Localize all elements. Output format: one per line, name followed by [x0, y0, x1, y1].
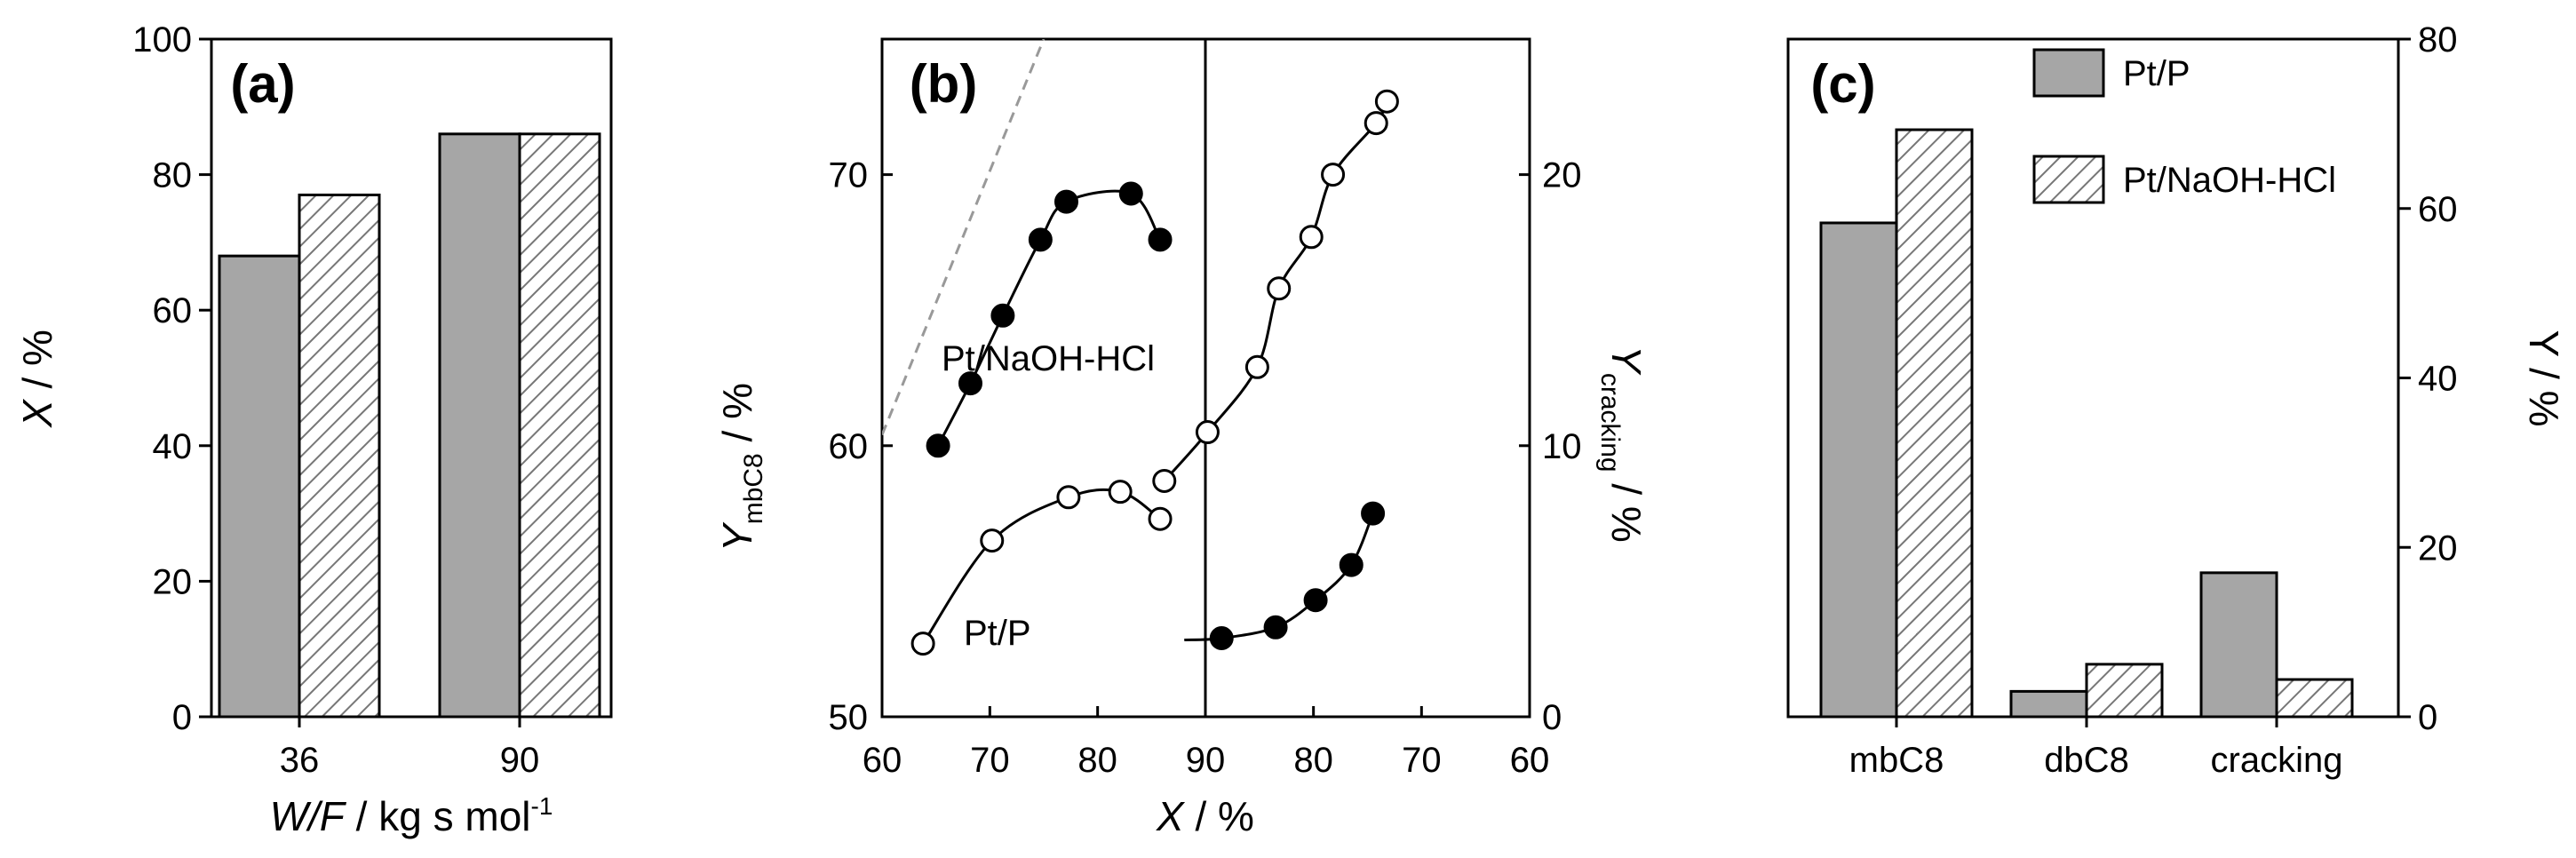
- bar-pt-naoh-hcl-dbC8: [2085, 663, 2164, 719]
- bar-pt-naoh-hcl-36: [298, 193, 381, 719]
- bar-pt-p-cracking: [2199, 571, 2278, 719]
- y-tick-label: 40: [2418, 360, 2458, 399]
- bar-pt-p-90: [438, 132, 521, 719]
- panel-label: (a): [230, 54, 295, 114]
- y-axis-label: X / %: [14, 330, 60, 428]
- data-point-pt-p: [1299, 225, 1324, 250]
- panel-c: 0 20 40 60 80 mbC8 dbC8 cracking Pt/P Pt/NaOH-HCl…: [1786, 20, 2567, 780]
- panel-b: 60 70 80 90 80 70 606050607001020Pt/NaOH-HClPt…: [714, 37, 1650, 839]
- data-point-pt-p: [1244, 354, 1269, 379]
- x-tick-label: 36: [280, 741, 320, 780]
- bar-pt-p-mbC8: [1819, 221, 1898, 719]
- data-point-pt-p: [1267, 276, 1292, 301]
- y-tick-label: 70: [829, 156, 869, 195]
- y-tick-label: 0: [172, 698, 192, 737]
- x-axis-label: W/F / kg s mol-1: [270, 792, 553, 839]
- y-tick-label: 0: [2418, 698, 2437, 737]
- data-point-pt-p: [1195, 420, 1220, 445]
- x-tick-label: cracking: [2211, 741, 2343, 780]
- data-point-pt-naoh-hcl: [1148, 227, 1173, 252]
- y-axis-label: YmbC8 / %: [714, 383, 768, 552]
- x-tick-label: 80: [1293, 741, 1333, 780]
- y-tick-label: 40: [153, 427, 193, 466]
- series-label-pt-p: Pt/P: [964, 614, 1031, 653]
- panel-label: (c): [1810, 54, 1875, 114]
- data-point-pt-naoh-hcl: [926, 433, 950, 458]
- y-tick-label: 60: [153, 291, 193, 330]
- y-tick-label: 60: [2418, 190, 2458, 229]
- data-point-pt-p: [1108, 480, 1133, 504]
- x-tick-label: 90: [500, 741, 540, 780]
- panel-a: 0 20 40 60 80 100 36 90 (a) W/F / kg s mol-1 X / %: [14, 20, 613, 839]
- legend-label-pt-p: Pt/P: [2123, 54, 2190, 93]
- y-axis-label-right: Ycracking / %: [1595, 346, 1650, 543]
- y-tick-label-right: 20: [1542, 156, 1582, 195]
- data-point-pt-p: [1152, 468, 1177, 493]
- y-axis-label: Y / %: [2521, 330, 2567, 426]
- fit-curve-pt-naoh-hcl: [936, 189, 1162, 447]
- data-point-pt-naoh-hcl: [958, 371, 982, 396]
- y-tick-label-right: 0: [1542, 698, 1562, 737]
- data-point-pt-naoh-hcl: [1361, 501, 1386, 526]
- data-point-pt-naoh-hcl: [1339, 552, 1364, 577]
- reference-line: [882, 39, 1046, 436]
- series-label-pt-naoh-hcl: Pt/NaOH-HCl: [942, 339, 1155, 378]
- x-tick-label: 70: [970, 741, 1010, 780]
- data-point-pt-p: [1148, 506, 1173, 531]
- y-tick-label: 80: [2418, 20, 2458, 60]
- data-point-pt-p: [1374, 89, 1399, 114]
- x-tick-label: 90: [1186, 741, 1226, 780]
- x-tick-label: 70: [1402, 741, 1442, 780]
- data-point-pt-p: [1321, 163, 1346, 187]
- data-point-pt-naoh-hcl: [1263, 615, 1288, 640]
- data-point-pt-naoh-hcl: [1303, 588, 1328, 613]
- bar-pt-naoh-hcl-mbC8: [1895, 128, 1974, 719]
- x-tick-label: 60: [1510, 741, 1550, 780]
- bar-pt-p-36: [218, 254, 301, 719]
- data-point-pt-naoh-hcl: [1209, 625, 1234, 650]
- y-tick-label: 20: [153, 562, 193, 601]
- x-tick-label: dbC8: [2044, 741, 2129, 780]
- data-point-pt-naoh-hcl: [1118, 181, 1143, 206]
- bar-pt-naoh-hcl-cracking: [2275, 678, 2354, 719]
- y-tick-label: 50: [829, 698, 869, 737]
- panel-label: (b): [910, 54, 978, 114]
- bar-pt-naoh-hcl-90: [518, 132, 601, 719]
- fit-curve-pt-p: [921, 488, 1161, 645]
- x-tick-label: 80: [1077, 741, 1117, 780]
- bar-pt-p-dbC8: [2009, 689, 2088, 719]
- data-point-pt-naoh-hcl: [1053, 189, 1078, 214]
- y-tick-label-right: 10: [1542, 427, 1582, 466]
- x-tick-label: 60: [863, 741, 902, 780]
- x-tick-label: 60: [1510, 741, 1550, 780]
- legend-label-pt-naoh-hcl: Pt/NaOH-HCl: [2123, 161, 2336, 200]
- plot-frame: [210, 37, 613, 719]
- legend-swatch-pt-naoh-hcl: [2032, 155, 2105, 204]
- y-tick-label: 80: [153, 156, 193, 195]
- data-point-pt-p: [910, 632, 935, 656]
- x-axis-label: X / %: [1156, 793, 1254, 839]
- data-point-pt-p: [1056, 485, 1081, 510]
- y-tick-label: 100: [132, 20, 192, 60]
- data-point-pt-p: [980, 528, 1005, 553]
- y-tick-label: 20: [2418, 528, 2458, 568]
- legend-swatch-pt-p: [2032, 48, 2105, 98]
- data-point-pt-p: [1364, 111, 1388, 136]
- y-tick-label: 60: [829, 427, 869, 466]
- data-point-pt-naoh-hcl: [990, 303, 1015, 328]
- x-tick-label: mbC8: [1849, 741, 1944, 780]
- data-point-pt-naoh-hcl: [1028, 227, 1053, 252]
